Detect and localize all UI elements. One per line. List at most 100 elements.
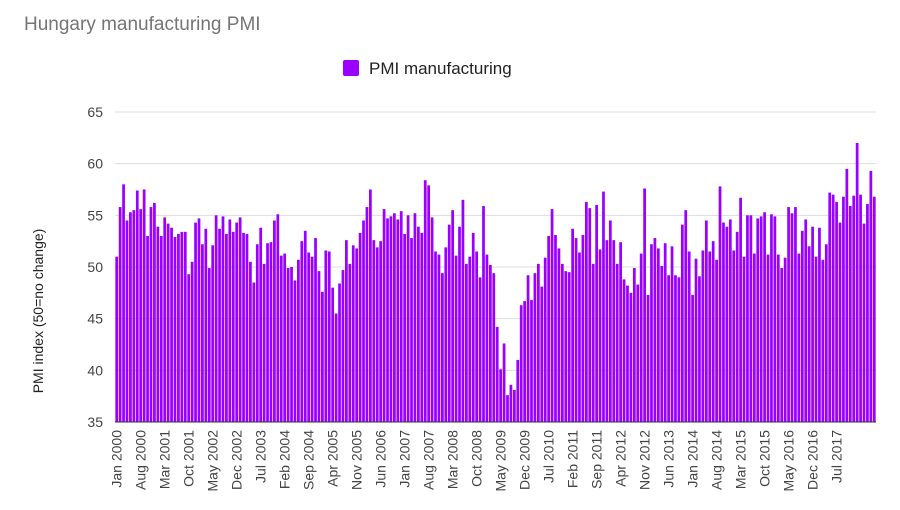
- bar[interactable]: [694, 258, 698, 422]
- bar[interactable]: [324, 250, 328, 422]
- bar[interactable]: [639, 253, 643, 422]
- bar[interactable]: [153, 202, 156, 422]
- bar[interactable]: [420, 232, 424, 422]
- bar[interactable]: [684, 210, 688, 422]
- bar[interactable]: [458, 226, 461, 422]
- bar[interactable]: [732, 250, 736, 422]
- bar[interactable]: [835, 201, 838, 422]
- bar[interactable]: [468, 256, 472, 422]
- bar[interactable]: [225, 233, 228, 422]
- bar[interactable]: [543, 257, 547, 422]
- bar[interactable]: [526, 275, 530, 422]
- bar[interactable]: [776, 254, 780, 422]
- bar[interactable]: [852, 195, 856, 422]
- bar[interactable]: [701, 250, 705, 422]
- bar[interactable]: [739, 197, 742, 422]
- bar[interactable]: [602, 191, 605, 422]
- bar[interactable]: [485, 254, 489, 422]
- bar[interactable]: [375, 247, 379, 422]
- bar[interactable]: [632, 268, 636, 422]
- bar[interactable]: [855, 143, 859, 422]
- bar[interactable]: [399, 211, 403, 422]
- bar[interactable]: [190, 261, 194, 422]
- bar[interactable]: [595, 205, 598, 422]
- bar[interactable]: [770, 214, 773, 422]
- bar[interactable]: [156, 226, 160, 422]
- bar[interactable]: [283, 253, 287, 422]
- bar[interactable]: [358, 232, 362, 422]
- bar[interactable]: [441, 273, 444, 422]
- bar[interactable]: [728, 219, 732, 422]
- bar[interactable]: [214, 215, 218, 422]
- bar[interactable]: [372, 240, 376, 422]
- bar[interactable]: [530, 300, 533, 422]
- bar[interactable]: [749, 215, 753, 422]
- bar[interactable]: [262, 263, 266, 422]
- bar[interactable]: [255, 244, 259, 422]
- bar[interactable]: [396, 219, 400, 422]
- bar[interactable]: [574, 238, 578, 422]
- bar[interactable]: [554, 234, 557, 422]
- bar[interactable]: [584, 201, 588, 422]
- bar[interactable]: [533, 273, 537, 422]
- bar[interactable]: [708, 251, 712, 423]
- bar[interactable]: [211, 245, 215, 422]
- bar[interactable]: [238, 217, 242, 422]
- bar[interactable]: [334, 313, 338, 423]
- bar[interactable]: [650, 244, 653, 422]
- bar[interactable]: [307, 252, 311, 422]
- bar[interactable]: [677, 277, 681, 422]
- bar[interactable]: [564, 271, 568, 422]
- bar[interactable]: [818, 227, 821, 422]
- bar[interactable]: [509, 384, 513, 422]
- bar[interactable]: [437, 254, 441, 422]
- bar[interactable]: [838, 222, 842, 422]
- bar[interactable]: [149, 207, 153, 422]
- bar[interactable]: [228, 219, 232, 422]
- bar[interactable]: [680, 224, 684, 422]
- bar[interactable]: [869, 170, 873, 422]
- bar[interactable]: [766, 254, 770, 422]
- bar[interactable]: [859, 194, 862, 422]
- bar[interactable]: [687, 251, 691, 423]
- bar[interactable]: [382, 209, 386, 422]
- bar[interactable]: [492, 273, 496, 422]
- bar[interactable]: [444, 247, 448, 422]
- bar[interactable]: [355, 248, 359, 422]
- bar[interactable]: [249, 261, 252, 422]
- bar[interactable]: [464, 263, 468, 422]
- bar[interactable]: [698, 276, 701, 422]
- bar[interactable]: [170, 227, 173, 422]
- bar[interactable]: [588, 208, 592, 422]
- bar[interactable]: [615, 263, 619, 422]
- bar[interactable]: [183, 231, 187, 422]
- bar[interactable]: [386, 218, 389, 422]
- bar[interactable]: [704, 220, 708, 423]
- bar[interactable]: [197, 218, 201, 422]
- bar[interactable]: [746, 215, 749, 422]
- bar[interactable]: [814, 256, 818, 422]
- bar[interactable]: [218, 228, 221, 422]
- bar[interactable]: [166, 223, 170, 422]
- bar[interactable]: [780, 268, 784, 422]
- bar[interactable]: [201, 244, 204, 422]
- bar[interactable]: [506, 395, 509, 422]
- bar[interactable]: [488, 264, 492, 422]
- bar[interactable]: [351, 245, 355, 422]
- bar[interactable]: [245, 233, 249, 422]
- bar[interactable]: [471, 232, 475, 422]
- bar[interactable]: [379, 241, 383, 422]
- bar[interactable]: [571, 228, 574, 422]
- bar[interactable]: [454, 255, 458, 422]
- bar[interactable]: [742, 256, 746, 422]
- bar[interactable]: [122, 184, 125, 422]
- bar[interactable]: [519, 305, 523, 422]
- bar[interactable]: [338, 283, 341, 422]
- bar[interactable]: [177, 233, 180, 422]
- bar[interactable]: [132, 210, 136, 422]
- bar[interactable]: [715, 259, 718, 422]
- bar[interactable]: [362, 220, 365, 423]
- bar[interactable]: [612, 240, 616, 422]
- bar[interactable]: [451, 210, 455, 422]
- bar[interactable]: [297, 259, 300, 422]
